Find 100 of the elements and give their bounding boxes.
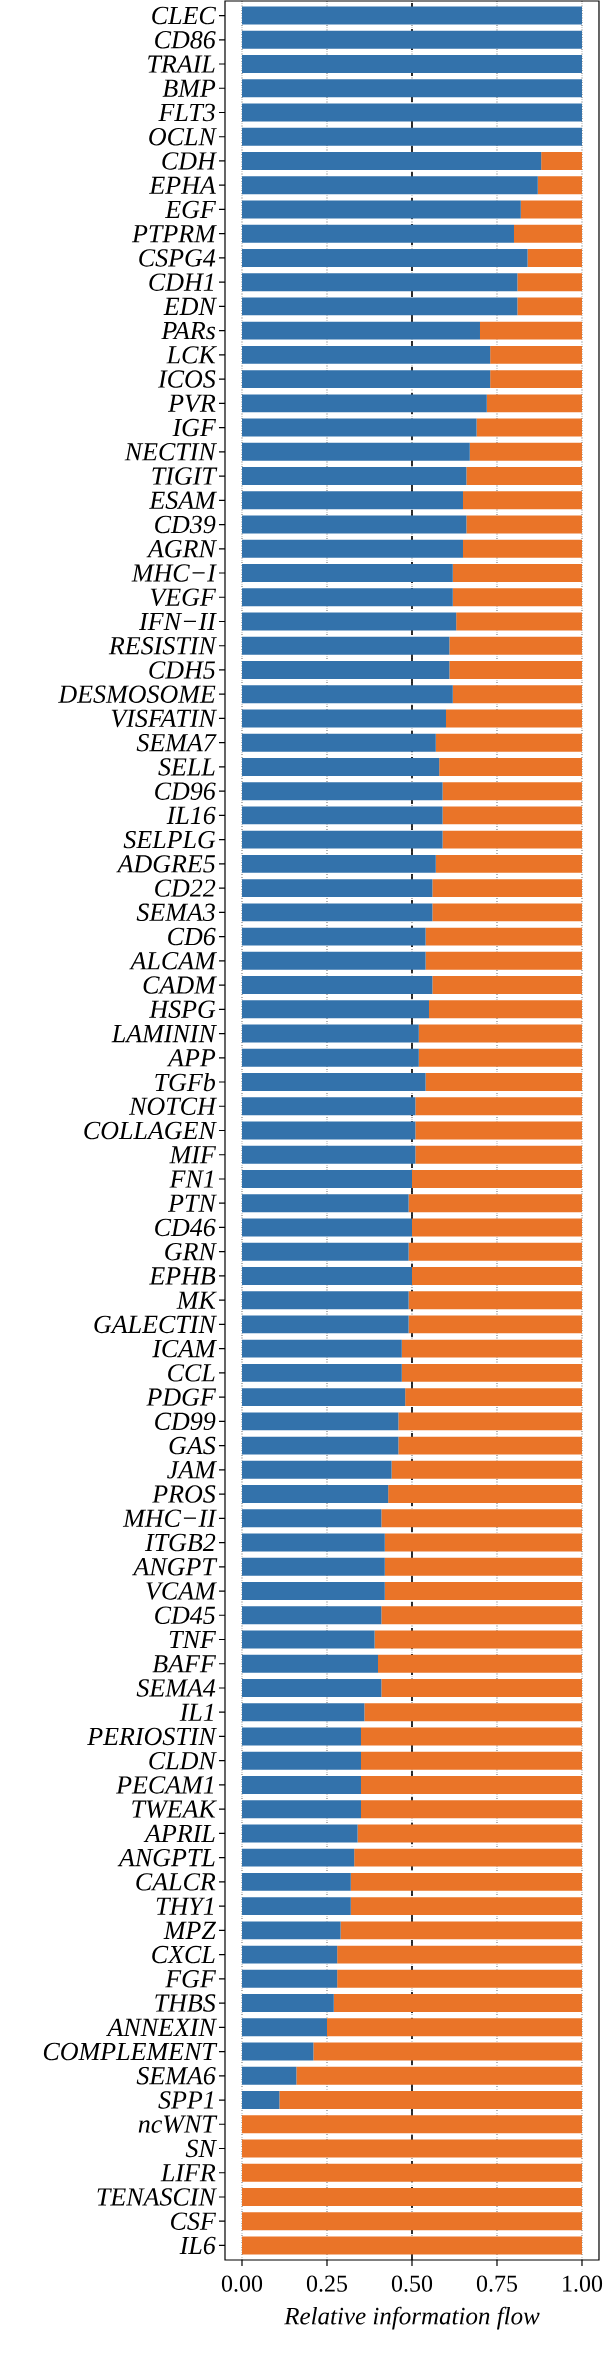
- y-tick-label: THBS: [155, 1994, 216, 2012]
- bar: [242, 1048, 419, 1067]
- x-tick-label: 1.00: [563, 2275, 603, 2292]
- y-tick-label: PARs: [161, 321, 216, 340]
- y-tick-label: JAM: [167, 1461, 217, 1479]
- x-axis-title: Relative information flow: [284, 2306, 540, 2330]
- y-tick-label: MHC−II: [122, 1509, 217, 1528]
- y-tick-label: CCL: [168, 1364, 215, 1382]
- y-tick-label: APRIL: [143, 1824, 215, 1842]
- bar: [408, 1242, 582, 1261]
- bar: [439, 757, 582, 776]
- bar: [242, 418, 477, 437]
- y-tick-label: GALECTIN: [94, 1315, 217, 1334]
- bar: [242, 1218, 412, 1237]
- bar: [452, 685, 582, 704]
- bar: [466, 515, 582, 534]
- bar: [242, 467, 467, 486]
- bar: [242, 224, 514, 243]
- bar: [242, 273, 518, 292]
- bar: [435, 733, 582, 752]
- y-tick-label: CSPG4: [139, 249, 216, 267]
- y-tick-label: ICAM: [152, 1339, 217, 1358]
- y-tick-label: DESMOSOME: [58, 685, 216, 703]
- y-tick-label: SPP1: [158, 2091, 214, 2109]
- bar: [432, 903, 582, 922]
- bar: [242, 1775, 361, 1794]
- y-tick-label: ESAM: [149, 491, 217, 510]
- bar: [364, 1703, 582, 1722]
- bar: [242, 1460, 392, 1479]
- bar: [242, 491, 463, 510]
- bar: [374, 1630, 582, 1649]
- bar: [537, 176, 582, 195]
- bar: [242, 1848, 355, 1867]
- bar: [242, 2042, 314, 2061]
- y-tick-label: EDN: [163, 297, 217, 315]
- bar: [398, 1412, 582, 1431]
- bar: [242, 1897, 351, 1916]
- bar: [242, 1703, 365, 1722]
- bar: [333, 1994, 582, 2013]
- y-tick-label: TWEAK: [132, 1800, 217, 1818]
- bar: [401, 1363, 582, 1382]
- y-tick-label: LAMININ: [111, 1024, 217, 1043]
- x-tick-label: 0.50: [391, 2275, 433, 2292]
- y-tick-label: TENASCIN: [97, 2188, 218, 2206]
- y-tick-label: SEMA4: [136, 1679, 216, 1697]
- y-tick-label: GAS: [169, 1436, 216, 1455]
- bar: [242, 370, 491, 389]
- y-tick-label: MIF: [169, 1146, 217, 1164]
- y-tick-label: CD96: [155, 782, 216, 800]
- bar: [517, 297, 582, 316]
- bar: [242, 200, 521, 219]
- y-tick-label: IL16: [166, 806, 216, 825]
- bar: [242, 661, 450, 679]
- bar: [242, 951, 426, 970]
- y-tick-label: TGFb: [155, 1072, 216, 1092]
- bar: [242, 2139, 582, 2158]
- bar: [242, 79, 582, 98]
- bar: [242, 2188, 582, 2206]
- y-tick-label: CD99: [155, 1412, 216, 1431]
- bar: [384, 1582, 582, 1600]
- bar: [411, 1266, 582, 1285]
- bar: [462, 491, 582, 510]
- bar: [242, 1024, 419, 1043]
- bar: [242, 2066, 297, 2085]
- bar: [313, 2042, 582, 2061]
- bar: [242, 806, 443, 825]
- bar: [340, 1921, 582, 1940]
- y-tick-label: OCLN: [149, 127, 217, 146]
- bar: [242, 1557, 385, 1576]
- y-tick-label: EPHB: [149, 1267, 216, 1285]
- bar: [242, 1630, 375, 1649]
- y-tick-label: VEGF: [150, 588, 217, 607]
- bar: [435, 854, 582, 873]
- bar: [326, 2018, 582, 2037]
- y-tick-label: EPHA: [149, 176, 216, 194]
- y-tick-label: ITGB2: [144, 1533, 216, 1552]
- bar: [242, 1436, 399, 1455]
- y-tick-label: SELL: [158, 758, 215, 776]
- bar: [381, 1679, 582, 1697]
- bar: [360, 1751, 582, 1770]
- bar: [456, 612, 582, 631]
- bar: [242, 1921, 341, 1940]
- bar: [242, 2163, 582, 2182]
- bar: [449, 636, 582, 655]
- bar: [242, 127, 582, 146]
- bar: [381, 1509, 582, 1528]
- bar: [242, 612, 457, 631]
- y-tick-label: CADM: [143, 976, 217, 994]
- bar: [242, 1000, 429, 1019]
- bar: [242, 903, 433, 922]
- y-tick-label: SN: [185, 2139, 218, 2158]
- y-tick-label: CLEC: [152, 6, 217, 25]
- bar: [242, 1824, 358, 1843]
- bar: [242, 1412, 399, 1431]
- bar: [242, 1266, 412, 1285]
- bar: [242, 6, 582, 25]
- y-tick-label: ANGPTL: [117, 1848, 215, 1867]
- bar: [242, 2236, 582, 2255]
- bar: [242, 394, 487, 413]
- bar: [442, 806, 582, 825]
